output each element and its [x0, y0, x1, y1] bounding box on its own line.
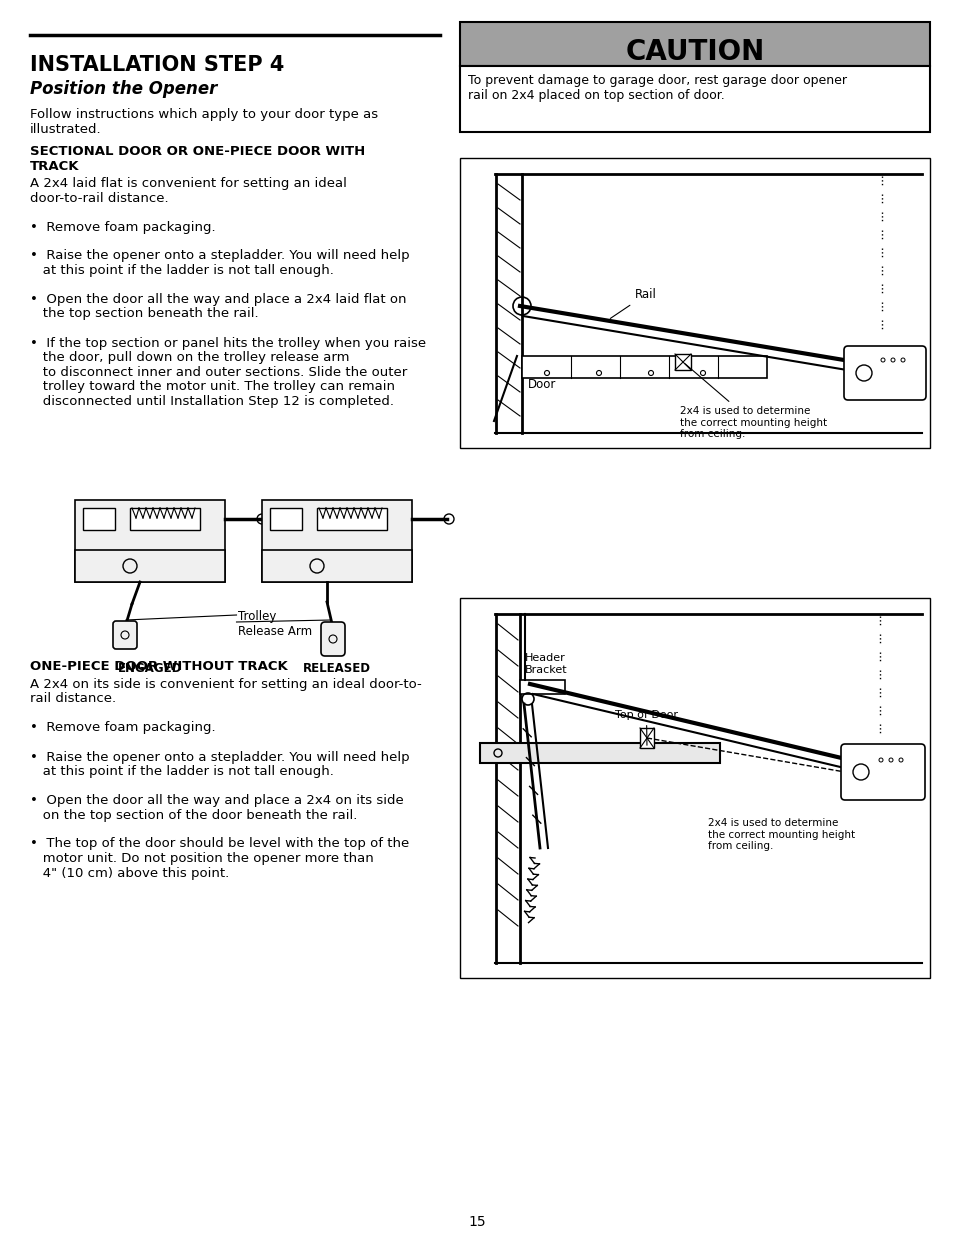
FancyBboxPatch shape [112, 621, 137, 650]
Bar [675, 354, 690, 370]
Text: Door: Door [527, 378, 556, 391]
Text: 2x4 is used to determine
the correct mounting height
from ceiling.: 2x4 is used to determine the correct mou… [707, 818, 854, 851]
Bar [270, 508, 302, 530]
Text: A 2x4 on its side is convenient for setting an ideal door-to-: A 2x4 on its side is convenient for sett… [30, 678, 421, 692]
Text: Rail: Rail [610, 288, 657, 319]
Text: to disconnect inner and outer sections. Slide the outer: to disconnect inner and outer sections. … [30, 366, 407, 378]
Text: 2x4 is used to determine
the correct mounting height
from ceiling.: 2x4 is used to determine the correct mou… [679, 364, 826, 440]
Bar [639, 727, 654, 748]
Text: door-to-rail distance.: door-to-rail distance. [30, 191, 169, 205]
Bar [519, 680, 564, 694]
Text: Top of Door: Top of Door [615, 710, 678, 745]
Text: on the top section of the door beneath the rail.: on the top section of the door beneath t… [30, 809, 357, 821]
Text: 15: 15 [468, 1215, 485, 1229]
Bar [316, 508, 387, 530]
Bar [459, 158, 929, 448]
FancyBboxPatch shape [841, 743, 924, 800]
Text: at this point if the ladder is not tall enough.: at this point if the ladder is not tall … [30, 764, 334, 778]
Bar [459, 22, 929, 65]
Text: ENGAGED: ENGAGED [117, 662, 182, 676]
Text: To prevent damage to garage door, rest garage door opener
rail on 2x4 placed on : To prevent damage to garage door, rest g… [468, 74, 846, 103]
Bar [459, 65, 929, 132]
Text: the top section beneath the rail.: the top section beneath the rail. [30, 308, 258, 321]
Bar [521, 356, 766, 378]
Text: •  The top of the door should be level with the top of the: • The top of the door should be level wi… [30, 837, 409, 851]
Text: •  Open the door all the way and place a 2x4 on its side: • Open the door all the way and place a … [30, 794, 403, 806]
Text: Position the Opener: Position the Opener [30, 80, 217, 98]
Bar [75, 550, 225, 582]
Text: SECTIONAL DOOR OR ONE-PIECE DOOR WITH: SECTIONAL DOOR OR ONE-PIECE DOOR WITH [30, 144, 365, 158]
Text: CAUTION: CAUTION [625, 38, 763, 65]
Text: disconnected until Installation Step 12 is completed.: disconnected until Installation Step 12 … [30, 394, 394, 408]
Bar [262, 500, 412, 582]
Text: Header
Bracket: Header Bracket [524, 653, 567, 674]
Text: •  Raise the opener onto a stepladder. You will need help: • Raise the opener onto a stepladder. Yo… [30, 249, 409, 263]
Text: TRACK: TRACK [30, 161, 79, 173]
Bar [83, 508, 115, 530]
Bar [479, 743, 720, 763]
Text: at this point if the ladder is not tall enough.: at this point if the ladder is not tall … [30, 264, 334, 277]
Text: •  Raise the opener onto a stepladder. You will need help: • Raise the opener onto a stepladder. Yo… [30, 751, 409, 763]
Text: ONE-PIECE DOOR WITHOUT TRACK: ONE-PIECE DOOR WITHOUT TRACK [30, 659, 288, 673]
Text: •  Remove foam packaging.: • Remove foam packaging. [30, 221, 215, 233]
Text: 4" (10 cm) above this point.: 4" (10 cm) above this point. [30, 867, 229, 879]
Bar [75, 500, 225, 582]
Text: the door, pull down on the trolley release arm: the door, pull down on the trolley relea… [30, 351, 349, 364]
FancyBboxPatch shape [843, 346, 925, 400]
Text: •  If the top section or panel hits the trolley when you raise: • If the top section or panel hits the t… [30, 336, 426, 350]
Text: trolley toward the motor unit. The trolley can remain: trolley toward the motor unit. The troll… [30, 380, 395, 393]
Bar [262, 550, 412, 582]
Text: rail distance.: rail distance. [30, 693, 116, 705]
Text: Follow instructions which apply to your door type as
illustrated.: Follow instructions which apply to your … [30, 107, 377, 136]
Bar [130, 508, 200, 530]
Bar [459, 598, 929, 978]
Text: INSTALLATION STEP 4: INSTALLATION STEP 4 [30, 56, 284, 75]
Text: •  Remove foam packaging.: • Remove foam packaging. [30, 721, 215, 735]
FancyBboxPatch shape [320, 622, 345, 656]
Text: motor unit. Do not position the opener more than: motor unit. Do not position the opener m… [30, 852, 374, 864]
Text: Trolley
Release Arm: Trolley Release Arm [238, 610, 313, 638]
Text: A 2x4 laid flat is convenient for setting an ideal: A 2x4 laid flat is convenient for settin… [30, 177, 347, 190]
Text: RELEASED: RELEASED [303, 662, 371, 676]
Text: •  Open the door all the way and place a 2x4 laid flat on: • Open the door all the way and place a … [30, 293, 406, 306]
